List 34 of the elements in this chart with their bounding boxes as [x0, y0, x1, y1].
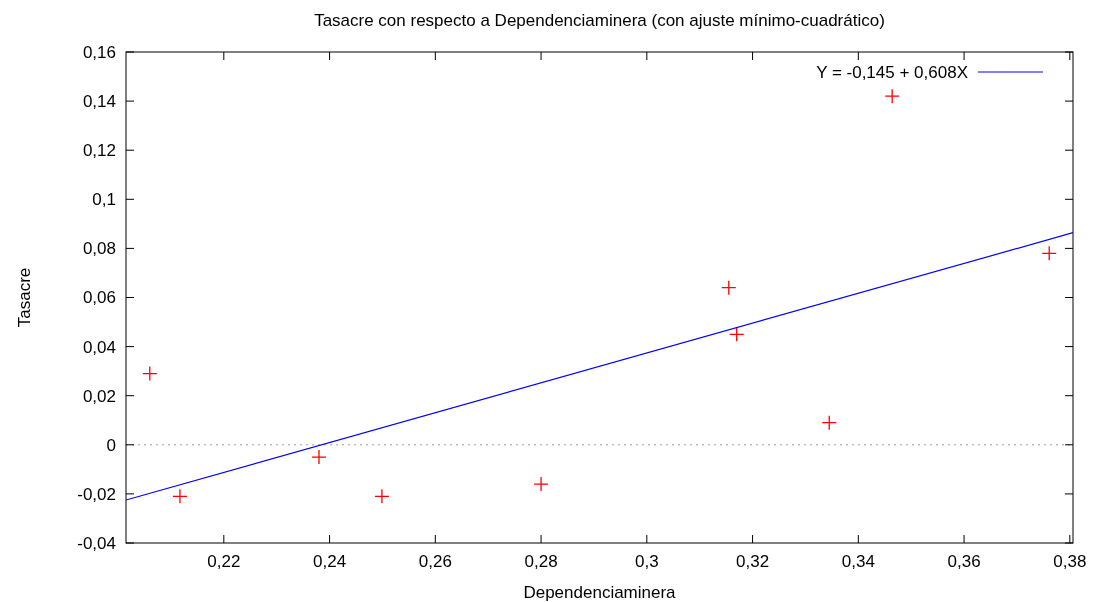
y-tick-label: 0,14: [82, 92, 116, 112]
x-tick-label: 0,36: [947, 552, 981, 571]
x-axis-title: Dependenciaminera: [523, 583, 677, 602]
point: [1041, 245, 1057, 261]
point: [172, 488, 188, 505]
y-tick-label: 0,1: [92, 190, 116, 210]
legend-label: Y = -0,145 + 0,608X: [816, 62, 968, 82]
x-tick-label: 0,34: [841, 552, 875, 571]
point: [533, 476, 549, 492]
chart-title: Tasacre con respecto a Dependenciaminera (con ajuste mínimo-cuadrático): [314, 11, 885, 30]
y-axis-title: Tasacre: [15, 267, 34, 328]
y-tick-label: 0,06: [82, 288, 116, 308]
x-tick-label: 0,38: [1053, 552, 1087, 571]
y-tick-label: 0,12: [82, 141, 116, 161]
point: [374, 488, 390, 505]
point: [884, 88, 900, 104]
x-tick-label: 0,3: [635, 552, 659, 571]
y-tick-label: 0,08: [82, 239, 116, 259]
point: [721, 280, 737, 296]
point: [821, 415, 837, 431]
y-tick-label: -0,02: [77, 484, 116, 504]
x-tick-label: 0,24: [313, 552, 347, 571]
x-tick-label: 0,22: [207, 552, 241, 571]
x-tick-label: 0,26: [418, 552, 452, 571]
point: [729, 326, 745, 342]
point: [311, 449, 327, 465]
y-tick-label: 0,04: [82, 337, 116, 357]
y-tick-label: 0: [106, 435, 116, 455]
y-tick-label: -0,04: [77, 533, 116, 553]
y-tick-label: 0,02: [82, 386, 116, 406]
x-tick-label: 0,28: [524, 552, 558, 571]
y-tick-label: 0,16: [82, 42, 116, 62]
x-tick-label: 0,32: [736, 552, 770, 571]
point: [142, 365, 158, 382]
